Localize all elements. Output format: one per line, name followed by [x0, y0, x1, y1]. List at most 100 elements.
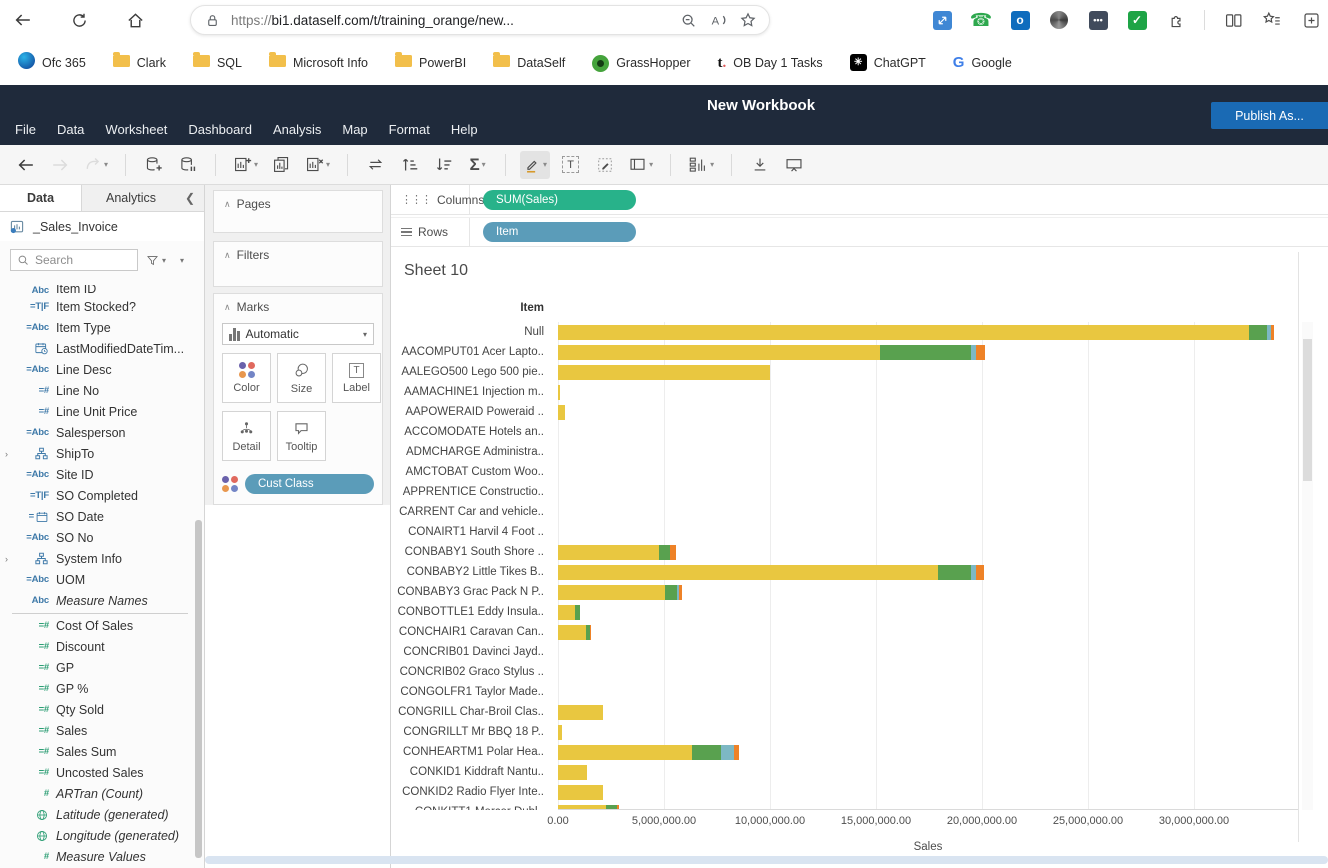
bar-segment-orange[interactable]	[670, 544, 676, 560]
bar-segment-orange[interactable]	[975, 564, 985, 580]
bar-segment-yellow[interactable]	[558, 784, 603, 800]
bookmark-ob-day-1-tasks[interactable]: t. OB Day 1 Tasks	[718, 54, 823, 72]
field-so-completed[interactable]: =T|F SO Completed	[0, 485, 194, 506]
bar-segment-yellow[interactable]	[558, 764, 587, 780]
bar-segment-green[interactable]	[585, 624, 590, 640]
bar-row[interactable]	[558, 782, 603, 802]
field-longitude-generated-[interactable]: Longitude (generated)	[0, 825, 194, 846]
bar-row[interactable]	[558, 742, 740, 762]
field-system-info[interactable]: › System Info	[0, 548, 194, 569]
tab-analytics[interactable]: Analytics	[105, 191, 157, 205]
bookmark-dataself[interactable]: DataSelf	[493, 51, 565, 72]
field-uncosted-sales[interactable]: =# Uncosted Sales	[0, 762, 194, 783]
duplicate-sheet-icon[interactable]	[268, 151, 295, 179]
size-button[interactable]: Size	[277, 353, 326, 403]
swap-rows-columns-icon[interactable]	[362, 151, 389, 179]
bar-row[interactable]	[558, 802, 620, 809]
chart-scrollbar-track[interactable]	[1302, 322, 1313, 810]
field-qty-sold[interactable]: =# Qty Sold	[0, 699, 194, 720]
address-bar[interactable]: https://bi1.dataself.com/t/training_oran…	[190, 5, 770, 35]
refresh-button[interactable]	[66, 7, 92, 33]
bar-segment-green[interactable]	[691, 744, 722, 760]
redo-icon[interactable]: ▾	[80, 151, 111, 179]
search-input[interactable]: Search	[10, 249, 138, 271]
bar-segment-orange[interactable]	[678, 584, 683, 600]
bar-row[interactable]	[558, 342, 986, 362]
phone-icon[interactable]: ☎	[969, 10, 993, 30]
bar-row[interactable]	[558, 402, 566, 422]
bar-segment-yellow[interactable]	[558, 744, 692, 760]
bar-segment-yellow[interactable]	[558, 404, 566, 420]
collections-icon[interactable]	[1300, 9, 1322, 31]
screenshare-icon[interactable]	[931, 9, 953, 31]
datasource-row[interactable]: _Sales_Invoice	[0, 212, 204, 241]
bar-segment-teal[interactable]	[971, 344, 976, 360]
bookmark-powerbi[interactable]: PowerBI	[395, 51, 466, 72]
bar-segment-orange[interactable]	[589, 624, 592, 640]
columns-shelf[interactable]: ⋮⋮⋮ Columns SUM(Sales)	[391, 185, 1328, 215]
rows-shelf[interactable]: Rows Item	[391, 217, 1328, 247]
label-button[interactable]: T Label	[332, 353, 381, 403]
favorites-list-icon[interactable]	[1261, 9, 1283, 31]
bar-segment-yellow[interactable]	[558, 624, 586, 640]
field-cost-of-sales[interactable]: =# Cost Of Sales	[0, 615, 194, 636]
menu-format[interactable]: Format	[388, 122, 430, 137]
bookmark-chatgpt[interactable]: ✳ ChatGPT	[849, 54, 926, 71]
text-label-icon[interactable]: T	[557, 151, 584, 179]
bar-row[interactable]	[558, 582, 683, 602]
scrollbar-thumb[interactable]	[195, 520, 202, 858]
bookmark-ofc-365[interactable]: Ofc 365	[18, 51, 86, 74]
menu-map[interactable]: Map	[342, 122, 368, 137]
bar-segment-green[interactable]	[658, 544, 671, 560]
totals-icon[interactable]: Σ ▾	[469, 154, 486, 174]
tooltip-button[interactable]: Tooltip	[277, 411, 326, 461]
bookmark-grasshopper[interactable]: GrassHopper	[592, 54, 691, 72]
bar-segment-yellow[interactable]	[558, 584, 666, 600]
cust-class-pill[interactable]: Cust Class	[245, 474, 374, 494]
field-latitude-generated-[interactable]: Latitude (generated)	[0, 804, 194, 825]
bar-segment-orange[interactable]	[617, 804, 620, 809]
bar-row[interactable]	[558, 362, 770, 382]
bar-segment-green[interactable]	[937, 564, 972, 580]
bar-segment-orange[interactable]	[1271, 324, 1274, 340]
sheet-title[interactable]: Sheet 10	[404, 262, 469, 279]
download-icon[interactable]	[746, 151, 773, 179]
bar-row[interactable]	[558, 562, 985, 582]
bar-row[interactable]	[558, 602, 581, 622]
bar-segment-teal[interactable]	[676, 584, 679, 600]
shutter-icon[interactable]	[1048, 9, 1070, 31]
field-gp[interactable]: =# GP	[0, 657, 194, 678]
pause-datasource-icon[interactable]	[174, 151, 201, 179]
more-icon[interactable]: •••	[1087, 9, 1109, 31]
bar-row[interactable]	[558, 702, 603, 722]
filter-fields-icon[interactable]: ▾	[146, 254, 166, 267]
bar-row[interactable]	[558, 542, 676, 562]
field-item-stocked-[interactable]: =T|F Item Stocked?	[0, 296, 194, 317]
field-item-id[interactable]: Abc Item ID	[0, 285, 194, 296]
field-so-date[interactable]: = SO Date	[0, 506, 194, 527]
sort-ascending-icon[interactable]	[396, 151, 423, 179]
bar-segment-yellow[interactable]	[558, 704, 603, 720]
horizontal-scrollbar[interactable]	[205, 856, 1328, 864]
back-icon[interactable]	[12, 151, 39, 179]
bar-segment-green[interactable]	[880, 344, 972, 360]
field-line-unit-price[interactable]: =# Line Unit Price	[0, 401, 194, 422]
chart-scrollbar-thumb[interactable]	[1303, 339, 1312, 481]
menu-analysis[interactable]: Analysis	[272, 122, 322, 137]
field-item-type[interactable]: =Abc Item Type	[0, 317, 194, 338]
field-measure-values[interactable]: # Measure Values	[0, 846, 194, 867]
field-line-desc[interactable]: =Abc Line Desc	[0, 359, 194, 380]
bar-segment-green[interactable]	[605, 804, 618, 809]
field-discount[interactable]: =# Discount	[0, 636, 194, 657]
bar-row[interactable]	[558, 762, 587, 782]
menu-data[interactable]: Data	[56, 122, 85, 137]
field-uom[interactable]: =Abc UOM	[0, 569, 194, 590]
cell-size-icon[interactable]: ▾	[625, 151, 656, 179]
expander-icon[interactable]: ›	[5, 448, 8, 459]
bar-segment-yellow[interactable]	[558, 564, 938, 580]
url-text[interactable]: https://bi1.dataself.com/t/training_oran…	[231, 12, 514, 28]
detail-button[interactable]: Detail	[222, 411, 271, 461]
publish-as-button[interactable]: Publish As...	[1211, 102, 1328, 129]
read-aloud-icon[interactable]: A	[707, 9, 729, 31]
bookmark-clark[interactable]: Clark	[112, 51, 166, 72]
